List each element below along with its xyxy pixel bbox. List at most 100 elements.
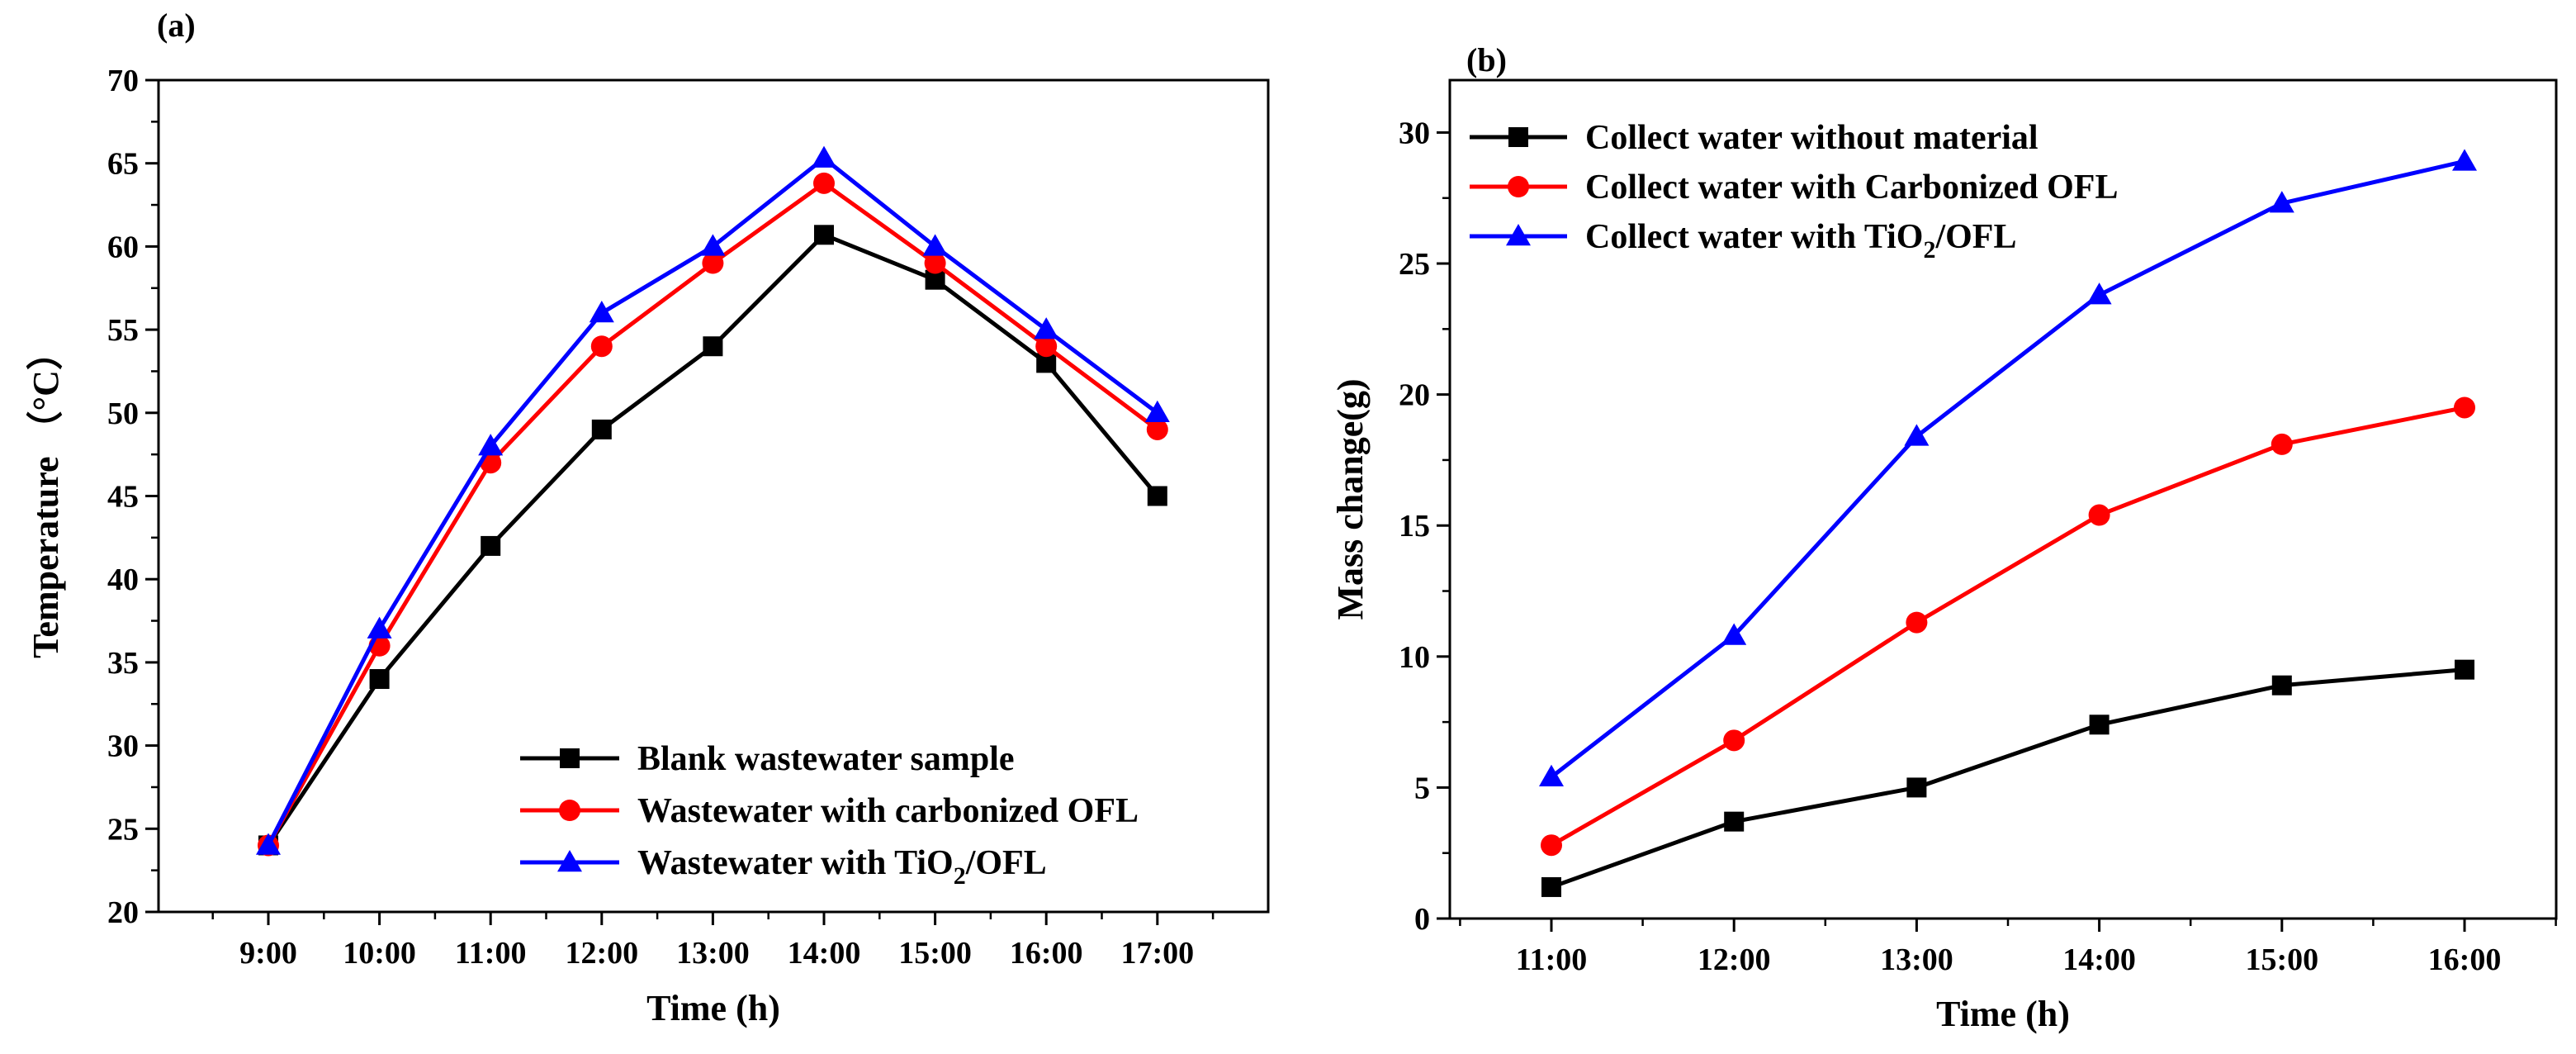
series-1 (258, 172, 1168, 857)
x-tick-label: 10:00 (343, 936, 416, 971)
y-tick-label: 15 (1399, 509, 1430, 544)
data-point (812, 145, 836, 168)
legend: Blank wastewater sample Wastewater with c… (520, 740, 1139, 890)
series-0 (1541, 659, 2474, 897)
x-tick-label: 16:00 (1010, 936, 1083, 971)
data-point (1541, 876, 1561, 897)
series-line (1551, 667, 2465, 890)
data-point (1904, 424, 1930, 446)
y-tick-label: 0 (1414, 902, 1430, 937)
x-tick-label: 12:00 (1698, 942, 1771, 977)
x-tick-label: 14:00 (788, 936, 861, 971)
data-point (1723, 729, 1745, 752)
legend-marker (559, 800, 580, 821)
y-tick-label: 20 (1399, 378, 1430, 413)
data-point (1539, 764, 1564, 786)
data-point (1034, 317, 1059, 339)
data-point (2086, 282, 2112, 305)
data-point (703, 336, 723, 357)
y-tick-label: 20 (107, 895, 139, 930)
series-1 (1541, 396, 2475, 857)
legend-label: Wastewater with TiO2/OFL (637, 844, 1047, 890)
data-point (2454, 396, 2475, 419)
x-tick-label: 12:00 (565, 936, 638, 971)
y-tick-label: 50 (107, 396, 139, 431)
data-point (702, 252, 724, 274)
data-point (700, 234, 726, 256)
y-tick-label: 35 (107, 646, 139, 681)
data-point (1035, 335, 1058, 358)
data-point (814, 225, 834, 245)
data-point (2271, 675, 2292, 696)
y-tick-label: 65 (107, 147, 139, 182)
data-point (256, 833, 281, 855)
series-2 (256, 145, 1170, 855)
y-tick-label: 5 (1414, 771, 1430, 805)
y-tick-label: 45 (107, 480, 139, 515)
panel-label: (b) (1466, 41, 1507, 78)
plot-frame (1448, 78, 2558, 920)
y-tick-label: 30 (107, 729, 139, 764)
panel-label: (a) (157, 7, 196, 44)
legend-marker (557, 850, 582, 872)
x-axis-title: Time (h) (646, 988, 780, 1028)
chart-panel-a: (a) 20 25 30 35 40 45 50 55 60 65 70 9:00 10:00 11:00 1… (26, 7, 1270, 1028)
legend-marker (1506, 224, 1531, 246)
data-point (481, 535, 501, 556)
x-tick-label: 13:00 (676, 936, 750, 971)
x-tick-label: 9:00 (239, 936, 297, 971)
x-tick-label: 11:00 (455, 936, 527, 971)
legend: Collect water without material Collect wa… (1470, 119, 2118, 264)
legend-label: Collect water with Carbonized OFL (1585, 169, 2118, 207)
data-point (1541, 834, 1562, 857)
legend-marker (560, 748, 580, 768)
y-tick-label: 70 (107, 64, 139, 98)
data-point (924, 252, 946, 274)
plot-frame (157, 78, 1270, 914)
series-2 (1539, 149, 2477, 786)
x-tick-label: 13:00 (1880, 942, 1953, 977)
x-tick-label: 14:00 (2062, 942, 2136, 977)
data-point (367, 616, 392, 639)
data-point (1906, 777, 1927, 798)
data-point (590, 335, 613, 358)
x-axis-title: Time (h) (1936, 994, 2070, 1034)
data-point (369, 669, 390, 690)
x-tick-label: 17:00 (1120, 936, 1194, 971)
y-tick-label: 30 (1399, 116, 1430, 150)
series-line (1550, 406, 2465, 847)
y-tick-label: 55 (107, 313, 139, 348)
y-tick-label: 40 (107, 563, 139, 597)
data-point (1906, 611, 1928, 634)
x-tick-label: 15:00 (898, 936, 972, 971)
x-tick-label: 11:00 (1516, 942, 1588, 977)
data-point (589, 300, 614, 323)
data-point (813, 172, 835, 194)
x-tick-label: 16:00 (2428, 942, 2502, 977)
y-tick-label: 60 (107, 230, 139, 264)
legend-label: Wastewater with carbonized OFL (637, 792, 1139, 830)
y-axis-title: Mass change(g) (1330, 378, 1371, 620)
data-point (2089, 715, 2110, 735)
legend-label: Collect water with TiO2/OFL (1585, 218, 2016, 264)
data-point (2452, 149, 2477, 171)
data-point (478, 434, 504, 456)
chart-panel-b: (b) 0 5 10 15 20 25 30 11:00 12:00 13:00 14:00 15:00… (1330, 41, 2558, 1034)
data-point (1721, 623, 1747, 645)
y-tick-label: 25 (1399, 247, 1430, 282)
data-point (1146, 418, 1168, 440)
data-point (2088, 504, 2110, 526)
data-point (2269, 191, 2294, 213)
data-point (922, 234, 948, 256)
y-axis-title: Temperature （°C） (26, 334, 66, 658)
legend-label: Blank wastewater sample (637, 740, 1015, 778)
data-point (591, 419, 612, 439)
data-point (1147, 486, 1167, 506)
series-line (1550, 159, 2465, 779)
data-point (2455, 659, 2474, 680)
data-point (2271, 433, 2293, 455)
data-point (1144, 400, 1170, 423)
y-tick-label: 25 (107, 812, 139, 847)
legend-label: Collect water without material (1585, 119, 2039, 157)
